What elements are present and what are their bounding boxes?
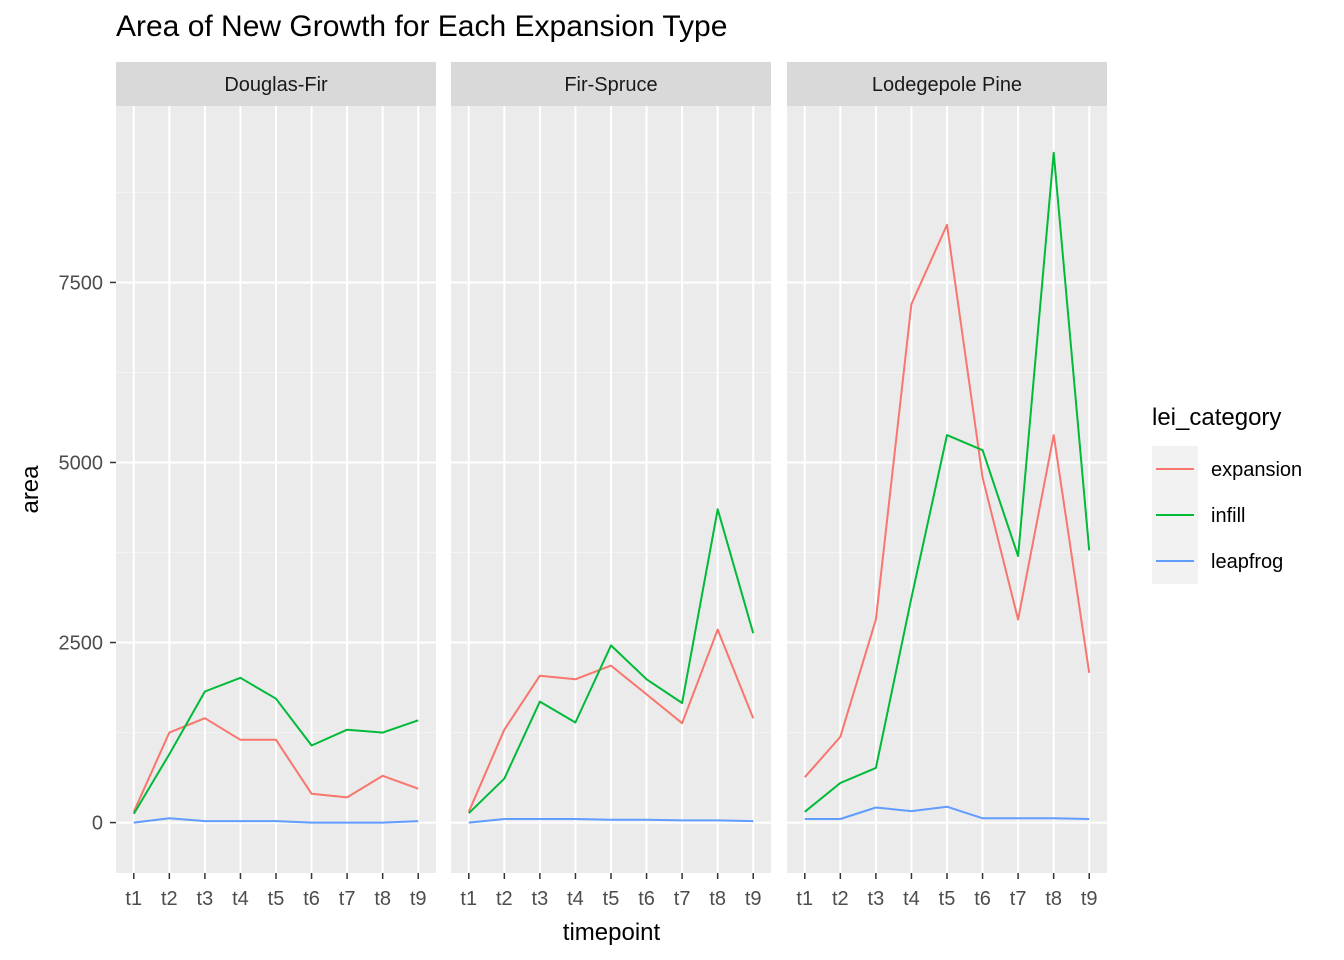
x-tick-label: t8 (1045, 888, 1062, 910)
facet-strip-label: Lodegepole Pine (872, 74, 1022, 96)
x-tick-label: t7 (339, 888, 356, 910)
x-tick-label: t2 (161, 888, 178, 910)
legend-title: lei_category (1152, 404, 1281, 431)
y-tick-label: 0 (92, 813, 103, 835)
series-line-infill-fir-spruce (468, 508, 755, 814)
y-axis-title: area (17, 465, 44, 514)
x-tick-label: t7 (1010, 888, 1027, 910)
x-tick-label: t4 (567, 888, 584, 910)
chart-title: Area of New Growth for Each Expansion Ty… (116, 10, 728, 43)
x-tick-label: t9 (745, 888, 762, 910)
series-line-expansion-lodegepole-pine (804, 223, 1091, 778)
y-tick-label: 5000 (59, 452, 104, 474)
x-tick-label: t5 (939, 888, 956, 910)
x-tick-label: t3 (868, 888, 885, 910)
y-tick-label: 2500 (59, 633, 104, 655)
facet-strip-fir-spruce (451, 62, 771, 106)
x-tick-label: t5 (268, 888, 285, 910)
x-tick-label: t4 (903, 888, 920, 910)
series-line-infill-lodegepole-pine (804, 151, 1091, 813)
series-line-leapfrog-douglas-fir (133, 817, 419, 824)
series-line-expansion-fir-spruce (467, 628, 755, 813)
x-tick-label: t2 (832, 888, 849, 910)
series-line-leapfrog-fir-spruce (468, 818, 754, 824)
x-tick-label: t1 (796, 888, 813, 910)
x-tick-label: t8 (374, 888, 391, 910)
x-tick-label: t5 (603, 888, 620, 910)
facet-strip-lodegepole-pine (787, 62, 1107, 106)
x-tick-label: t1 (125, 888, 142, 910)
x-tick-label: t1 (460, 888, 477, 910)
x-axis-title: timepoint (563, 919, 661, 946)
x-tick-label: t4 (232, 888, 249, 910)
series-line-leapfrog-lodegepole-pine (804, 805, 1090, 820)
x-tick-label: t6 (303, 888, 320, 910)
x-tick-label: t7 (674, 888, 691, 910)
x-tick-label: t9 (1081, 888, 1098, 910)
x-tick-label: t3 (197, 888, 214, 910)
x-tick-label: t2 (496, 888, 513, 910)
x-tick-label: t3 (532, 888, 549, 910)
x-tick-label: t6 (638, 888, 655, 910)
series-line-infill-douglas-fir (132, 676, 419, 815)
facet-strip-douglas-fir (116, 62, 436, 106)
legend-label-leapfrog: leapfrog (1211, 551, 1283, 573)
facet-strip-label: Fir-Spruce (564, 74, 657, 96)
series-line-expansion-douglas-fir (132, 717, 419, 813)
y-tick-label: 7500 (59, 272, 104, 294)
facet-strip-label: Douglas-Fir (224, 74, 328, 96)
legend-label-infill: infill (1211, 505, 1245, 527)
legend-label-expansion: expansion (1211, 459, 1302, 481)
x-tick-label: t8 (709, 888, 726, 910)
x-tick-label: t6 (974, 888, 991, 910)
x-tick-label: t9 (410, 888, 427, 910)
